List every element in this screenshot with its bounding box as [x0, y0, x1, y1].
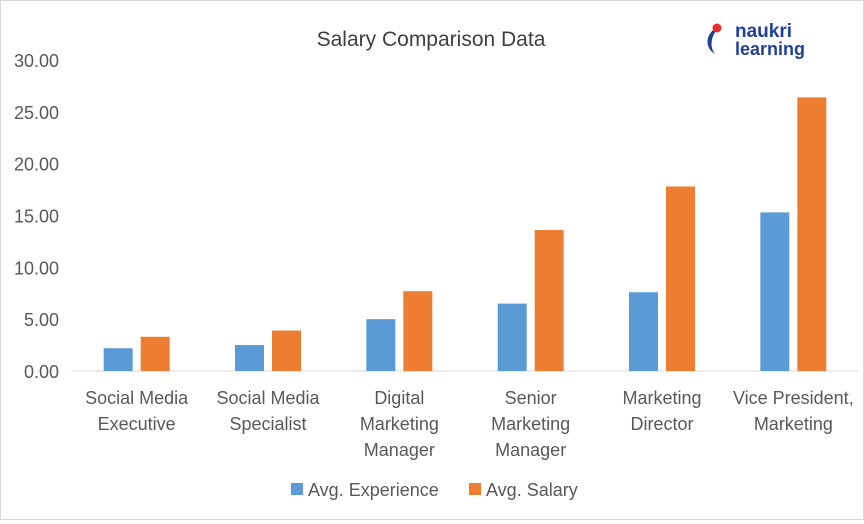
- bar-experience-4: [629, 292, 658, 371]
- bar-experience-2: [366, 319, 396, 371]
- y-tick-label: 20.00: [14, 155, 59, 175]
- y-tick-label: 15.00: [14, 207, 59, 227]
- x-tick-label-line: Senior: [505, 388, 557, 408]
- x-tick-label: Vice President, Marketing: [733, 388, 854, 434]
- y-tick-label: 25.00: [14, 103, 59, 123]
- x-tick-label-line: Director: [630, 414, 693, 434]
- legend: Avg. Experience Avg. Salary: [291, 480, 578, 500]
- x-tick-label: Social Media Executive: [85, 388, 189, 434]
- x-tick-label-line: Digital: [374, 388, 424, 408]
- bar-salary-4: [666, 186, 695, 371]
- x-tick-label-line: Vice President,: [733, 388, 854, 408]
- x-tick-label-line: Marketing: [622, 388, 701, 408]
- bar-experience-1: [235, 345, 264, 371]
- x-tick-label-line: Executive: [98, 414, 176, 434]
- x-tick-label: Digital Marketing Manager: [360, 388, 439, 460]
- bar-experience-5: [760, 212, 790, 371]
- bar-salary-2: [403, 291, 433, 371]
- y-tick-label: 0.00: [24, 362, 59, 382]
- x-tick-label: Marketing Director: [622, 388, 701, 434]
- bar-experience-0: [103, 348, 133, 371]
- x-tick-label-line: Social Media: [85, 388, 189, 408]
- y-tick-label: 10.00: [14, 258, 59, 278]
- x-tick-label: Senior Marketing Manager: [491, 388, 570, 460]
- naukri-learning-logo: naukri learning: [707, 21, 805, 59]
- logo-text-naukri: naukri: [735, 21, 792, 42]
- x-axis-labels: Social Media Executive Social Media Special…: [85, 388, 854, 460]
- legend-swatch: [469, 483, 481, 495]
- naukri-swoosh-icon: [707, 23, 722, 54]
- bar-salary-0: [140, 336, 170, 371]
- y-axis-ticks: 0.00 5.00 10.00 15.00 20.00 25.00 30.00: [14, 51, 59, 382]
- legend-label: Avg. Salary: [486, 480, 578, 500]
- legend-label: Avg. Experience: [308, 480, 439, 500]
- logo-text-learning: learning: [735, 39, 805, 59]
- chart-title: Salary Comparison Data: [317, 28, 546, 51]
- x-tick-label-line: Social Media: [216, 388, 320, 408]
- y-tick-label: 5.00: [24, 310, 59, 330]
- x-tick-label-line: Manager: [495, 440, 566, 460]
- x-tick-label-line: Marketing: [360, 414, 439, 434]
- x-tick-label: Social Media Specialist: [216, 388, 320, 434]
- x-tick-label-line: Manager: [364, 440, 435, 460]
- bar-salary-5: [797, 97, 827, 371]
- x-tick-label-line: Marketing: [491, 414, 570, 434]
- x-tick-label-line: Marketing: [754, 414, 833, 434]
- bar-salary-3: [534, 230, 564, 371]
- bar-salary-1: [272, 330, 301, 371]
- bars: [103, 97, 827, 371]
- bar-experience-3: [497, 303, 527, 371]
- y-tick-label: 30.00: [14, 51, 59, 71]
- x-tick-label-line: Specialist: [229, 414, 306, 434]
- legend-swatch: [291, 483, 303, 495]
